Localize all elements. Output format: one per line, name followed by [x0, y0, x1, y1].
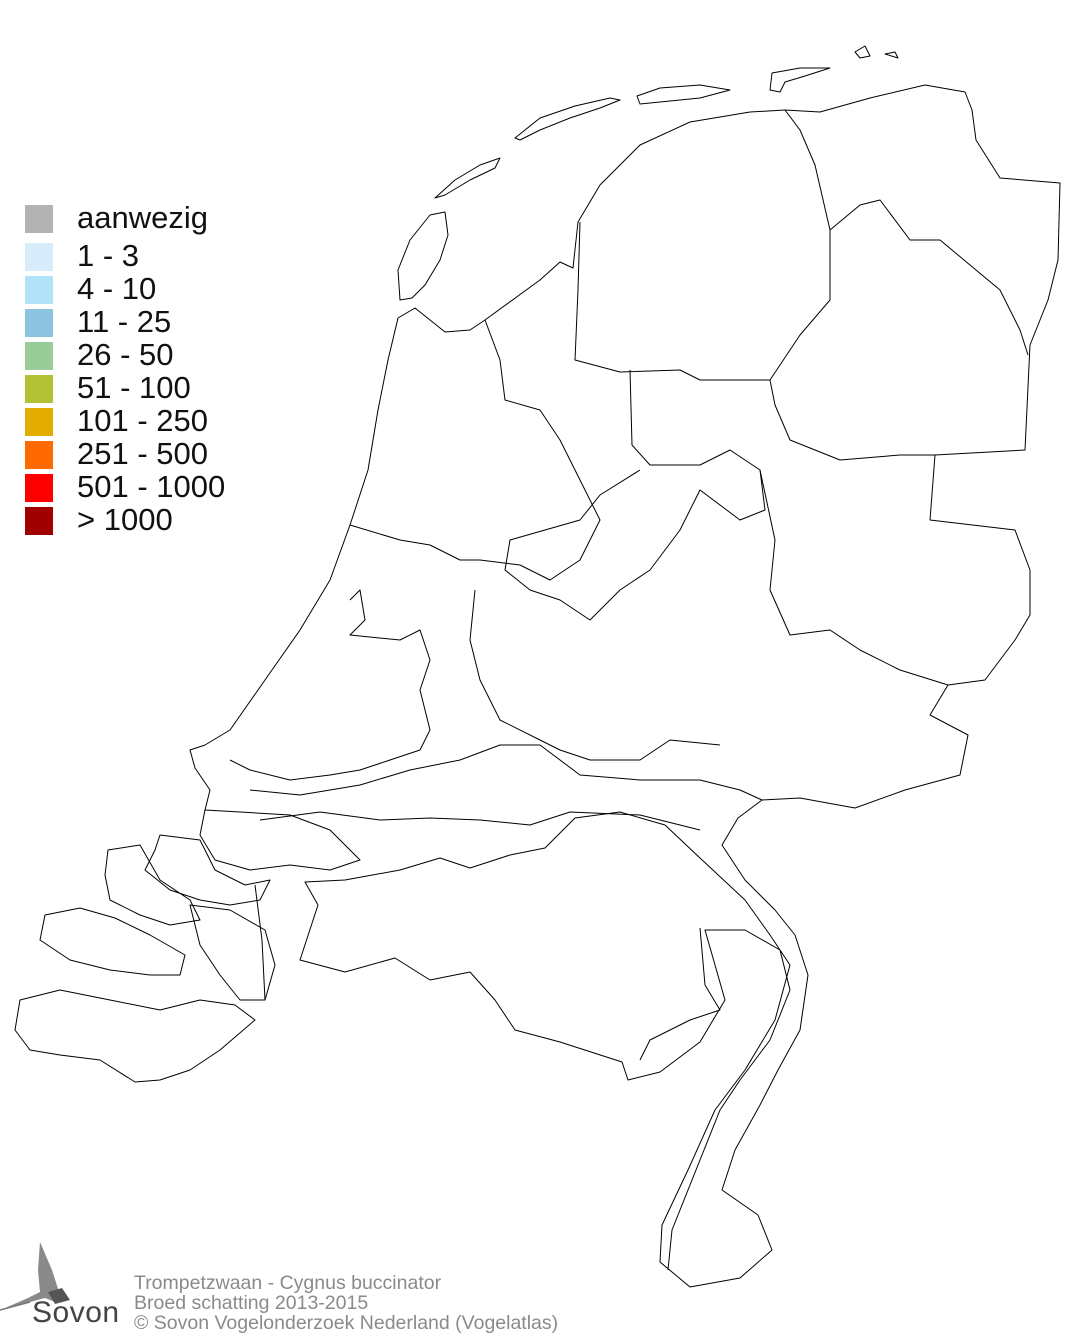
- legend-swatch: [25, 276, 53, 304]
- legend-swatch: [25, 408, 53, 436]
- border-utrecht: [469, 589, 721, 761]
- island-vlieland: [434, 157, 501, 199]
- border-friesland: [574, 109, 831, 381]
- island-terschelling: [514, 97, 621, 141]
- holland-coast: [189, 317, 399, 811]
- legend-label: 26 - 50: [77, 337, 174, 372]
- border-zeeland-brabant: [254, 884, 266, 1001]
- legend-swatch: [25, 441, 53, 469]
- legend-swatch: [25, 375, 53, 403]
- legend-swatch: [25, 342, 53, 370]
- border-drenthe-overijssel: [769, 379, 935, 461]
- legend-label: 4 - 10: [77, 271, 157, 306]
- island-ameland: [636, 84, 731, 105]
- legend-label: 251 - 500: [77, 436, 208, 471]
- border-noordholland: [349, 319, 601, 581]
- swallow-tail-line: [0, 1301, 31, 1311]
- zeeland-islands: [14, 809, 361, 1083]
- mainland-outline: [299, 84, 1061, 1288]
- legend-label: 1 - 3: [77, 238, 140, 273]
- subtitle: Broed schatting 2013-2015: [134, 1292, 369, 1314]
- legend-swatch: [25, 309, 53, 337]
- legend-label: 51 - 100: [77, 370, 191, 405]
- legend-label: 501 - 1000: [77, 469, 226, 504]
- legend-swatch: [25, 243, 53, 271]
- legend-label: > 1000: [77, 502, 173, 537]
- legend-label: 11 - 25: [77, 304, 172, 339]
- map-footer: Trompetzwaan - Cygnus buccinator Broed s…: [134, 1273, 558, 1333]
- copyright: © Sovon Vogelonderzoek Nederland (Vogela…: [134, 1312, 559, 1334]
- island-rottumeroog: [854, 45, 899, 59]
- logo-text: Sovon: [32, 1296, 120, 1329]
- border-rivers: [249, 744, 763, 831]
- swallow-head-shape: [48, 1288, 70, 1304]
- species-title: Trompetzwaan - Cygnus buccinator: [134, 1272, 442, 1294]
- island-schiermonnikoog: [769, 67, 831, 93]
- legend-label: aanwezig: [77, 200, 208, 235]
- legend-swatch: [25, 507, 53, 535]
- border-gelderland-overijssel: [759, 469, 949, 686]
- border-brabant-limburg: [639, 927, 721, 1061]
- island-texel: [397, 211, 449, 301]
- swallow-logo-icon: [0, 1242, 70, 1311]
- swallow-wing-shape: [5, 1242, 60, 1308]
- border-zuidholland: [229, 589, 431, 781]
- border-groningen-drenthe: [829, 199, 1029, 356]
- legend-label: 101 - 250: [77, 403, 208, 438]
- legend-swatch: [25, 205, 53, 233]
- border-flevoland: [504, 369, 766, 621]
- legend-swatch: [25, 474, 53, 502]
